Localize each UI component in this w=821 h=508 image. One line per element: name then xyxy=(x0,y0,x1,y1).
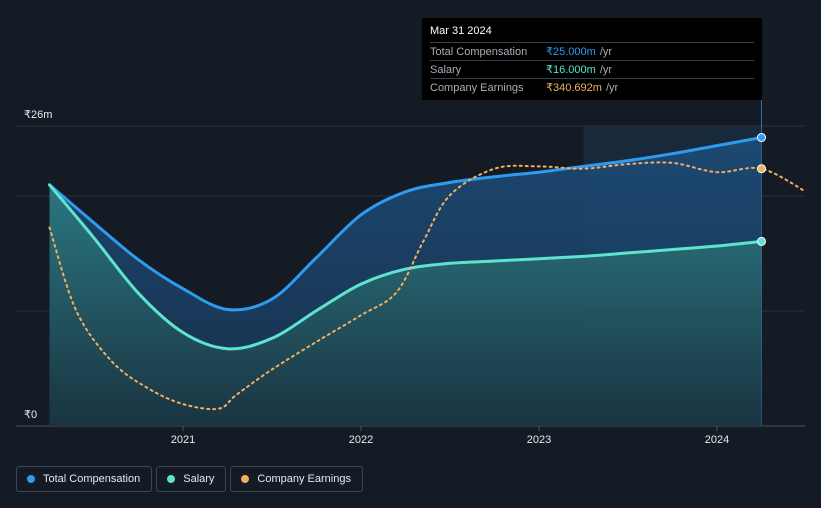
legend-item-salary[interactable]: Salary xyxy=(156,466,227,492)
tooltip-row-company-earnings: Company Earnings ₹340.692m /yr xyxy=(430,78,754,96)
current-marker-company-earnings xyxy=(757,164,766,174)
tooltip-value: ₹340.692m xyxy=(546,82,602,94)
y-axis-top-label: ₹26m xyxy=(24,109,52,121)
current-marker-salary xyxy=(757,236,766,246)
tooltip-label: Salary xyxy=(430,63,462,76)
legend-label: Company Earnings xyxy=(257,473,351,485)
legend: Total Compensation Salary Company Earnin… xyxy=(16,466,363,492)
tooltip-unit: /yr xyxy=(605,81,619,94)
series-lines xyxy=(48,136,807,411)
company-earnings-line xyxy=(48,161,807,411)
current-marker-total-compensation xyxy=(757,133,766,143)
tooltip-value: ₹16.000m xyxy=(546,64,596,76)
x-tick-label: 2021 xyxy=(171,434,195,446)
salary-area xyxy=(49,184,762,426)
tooltip-label: Company Earnings xyxy=(430,81,524,94)
salary-line xyxy=(48,183,763,351)
legend-dot-icon xyxy=(241,475,250,483)
legend-label: Total Compensation xyxy=(43,473,141,485)
tooltip-unit: /yr xyxy=(599,63,613,76)
x-axis-ticks: 2021 2022 2023 2024 xyxy=(171,426,729,446)
x-tick-label: 2023 xyxy=(527,434,551,446)
tooltip-date: Mar 31 2024 xyxy=(430,25,492,37)
series-areas xyxy=(49,137,762,426)
tooltip-unit: /yr xyxy=(599,45,613,58)
legend-item-total-compensation[interactable]: Total Compensation xyxy=(16,466,153,492)
axes: ₹26m ₹0 xyxy=(24,109,52,421)
x-tick-label: 2022 xyxy=(349,434,373,446)
tooltip-label: Total Compensation xyxy=(430,45,528,58)
tooltip-row-total-compensation: Total Compensation ₹25.000m /yr xyxy=(430,42,754,60)
tooltip: Mar 31 2024 Total Compensation ₹25.000m … xyxy=(422,18,762,100)
total-compensation-line xyxy=(48,136,763,312)
legend-item-company-earnings[interactable]: Company Earnings xyxy=(230,466,363,492)
y-axis-bottom-label: ₹0 xyxy=(24,409,37,421)
legend-dot-icon xyxy=(27,475,35,483)
tooltip-row-salary: Salary ₹16.000m /yr xyxy=(430,60,754,78)
tooltip-value: ₹25.000m xyxy=(546,46,596,58)
legend-dot-icon xyxy=(167,475,176,483)
legend-label: Salary xyxy=(183,473,215,485)
current-markers xyxy=(757,133,766,246)
x-tick-label: 2024 xyxy=(705,434,729,446)
